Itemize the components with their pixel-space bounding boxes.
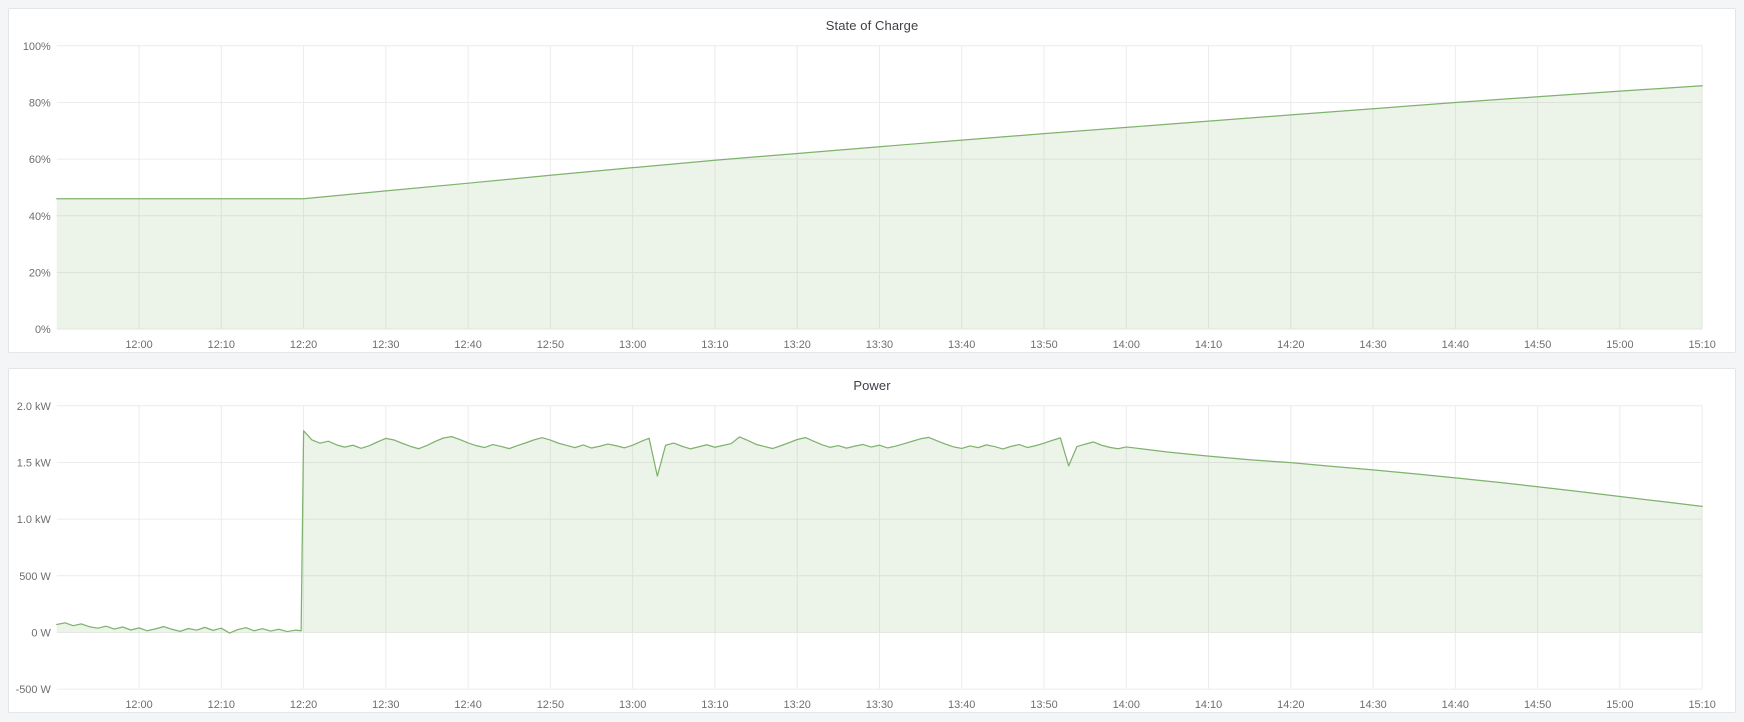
y-tick-label: 100% (23, 41, 51, 53)
x-tick-label: 13:40 (948, 339, 975, 351)
x-tick-label: 12:40 (454, 699, 481, 711)
x-tick-label: 15:00 (1606, 339, 1633, 351)
power-chart-canvas[interactable]: 12:00 12:10 12:20 12:30 12:40 12:50 13:00 13:10… (9, 369, 1735, 712)
series-area-fill (56, 85, 1703, 330)
x-tick-label: 14:00 (1113, 699, 1140, 711)
x-tick-label: 13:20 (784, 339, 811, 351)
y-tick-label: 60% (29, 154, 51, 166)
y-tick-label: 80% (29, 97, 51, 109)
y-tick-label: 0% (35, 324, 51, 336)
x-tick-label: 13:10 (701, 339, 728, 351)
x-tick-label: 14:40 (1442, 339, 1469, 351)
x-tick-label: 12:20 (290, 699, 317, 711)
x-tick-label: 14:50 (1524, 339, 1551, 351)
series-area-fill (56, 430, 1703, 634)
panel-state-of-charge: State of Charge 12:00 12:10 12:20 12:30 12:4… (8, 8, 1736, 353)
y-tick-label: 40% (29, 211, 51, 223)
x-tick-label: 13:30 (866, 339, 893, 351)
x-tick-label: 14:50 (1524, 699, 1551, 711)
x-tick-label: 13:50 (1030, 699, 1057, 711)
x-tick-label: 12:00 (125, 339, 152, 351)
y-tick-label: 0 W (31, 627, 51, 639)
x-tick-label: 13:30 (866, 699, 893, 711)
x-tick-label: 13:20 (784, 699, 811, 711)
y-tick-label: 1.0 kW (17, 514, 52, 526)
x-tick-label: 13:40 (948, 699, 975, 711)
x-tick-label: 15:00 (1606, 699, 1633, 711)
series-line (56, 430, 1703, 634)
x-tick-label: 12:00 (125, 699, 152, 711)
x-tick-label: 12:30 (372, 699, 399, 711)
x-tick-label: 14:20 (1277, 699, 1304, 711)
x-tick-label: 15:10 (1688, 339, 1715, 351)
y-tick-label: 500 W (19, 571, 51, 583)
x-tick-label: 13:50 (1030, 339, 1057, 351)
y-tick-label: 20% (29, 267, 51, 279)
panel-title-power[interactable]: Power (853, 378, 891, 393)
x-tick-label: 12:20 (290, 339, 317, 351)
panel-title-state-of-charge[interactable]: State of Charge (825, 18, 919, 33)
x-tick-label: 12:10 (208, 699, 235, 711)
state-of-charge-chart-canvas[interactable]: 12:00 12:10 12:20 12:30 12:40 12:50 13:00 13:10… (9, 9, 1735, 352)
x-tick-label: 12:10 (208, 339, 235, 351)
x-tick-label: 12:40 (454, 339, 481, 351)
x-tick-label: 13:10 (701, 699, 728, 711)
x-tick-label: 12:30 (372, 339, 399, 351)
x-tick-label: 13:00 (619, 699, 646, 711)
panel-power: Power 12:00 12:10 12:20 12:30 12:40 12:50 13:0… (8, 368, 1736, 713)
x-tick-label: 14:00 (1113, 339, 1140, 351)
x-tick-label: 14:40 (1442, 699, 1469, 711)
x-tick-label: 13:00 (619, 339, 646, 351)
x-tick-label: 12:50 (537, 339, 564, 351)
x-tick-label: 14:10 (1195, 339, 1222, 351)
y-tick-label: -500 W (16, 684, 52, 696)
x-tick-label: 14:10 (1195, 699, 1222, 711)
x-tick-label: 14:30 (1359, 699, 1386, 711)
x-tick-label: 14:30 (1359, 339, 1386, 351)
x-tick-label: 15:10 (1688, 699, 1715, 711)
x-tick-label: 12:50 (537, 699, 564, 711)
x-tick-label: 14:20 (1277, 339, 1304, 351)
series-line (56, 85, 1703, 200)
y-tick-label: 2.0 kW (17, 401, 52, 413)
y-tick-label: 1.5 kW (17, 457, 52, 469)
